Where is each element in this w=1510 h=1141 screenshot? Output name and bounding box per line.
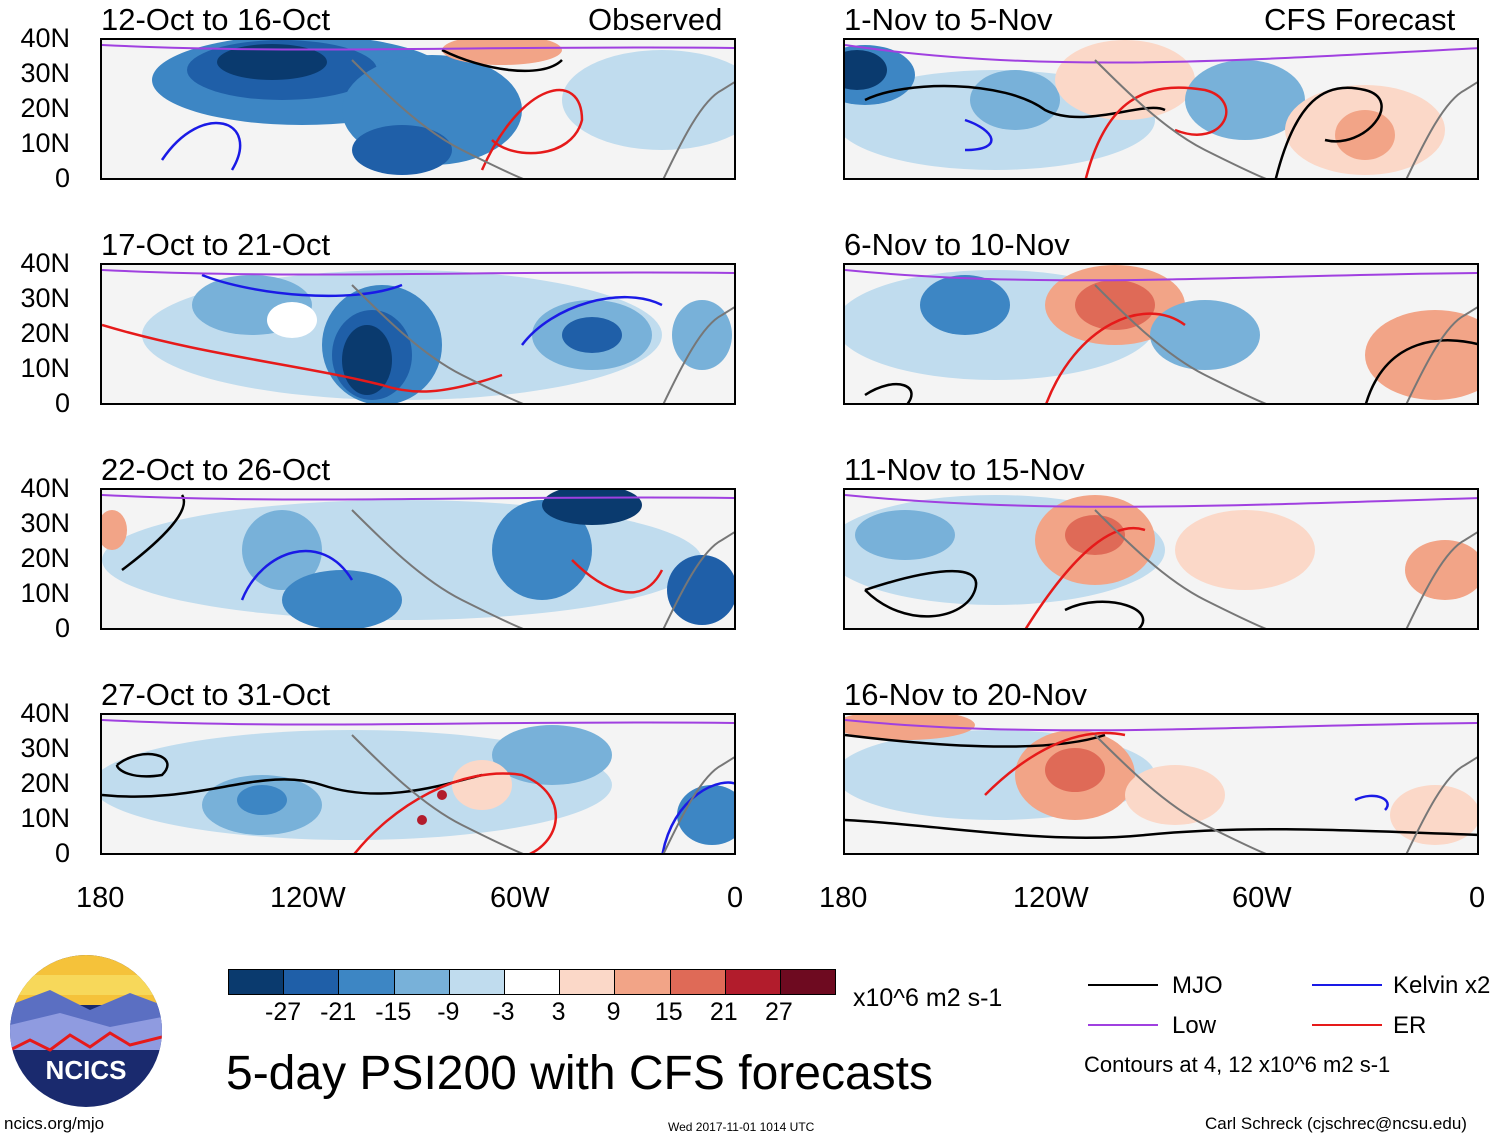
observed-header: Observed bbox=[588, 2, 723, 37]
colorbar-swatch bbox=[284, 970, 340, 994]
legend-kelvin-line bbox=[1312, 984, 1382, 986]
colorbar-label: 9 bbox=[606, 998, 621, 1026]
panel-title-obs-4: 27-Oct to 31-Oct bbox=[101, 677, 331, 712]
lat-label: 20N bbox=[20, 543, 70, 573]
colorbar-label: -15 bbox=[375, 998, 412, 1026]
lat-label: 30N bbox=[20, 508, 70, 538]
map-panel-fc-1 bbox=[843, 38, 1479, 180]
lat-label: 40N bbox=[20, 473, 70, 503]
logo-text: NCICS bbox=[45, 1055, 127, 1085]
panel-title-fc-3: 11-Nov to 15-Nov bbox=[844, 452, 1085, 487]
lon-label-60w-right: 60W bbox=[1232, 882, 1292, 914]
colorbar bbox=[228, 969, 836, 995]
map-panel-obs-2 bbox=[100, 263, 736, 405]
lat-label: 0 bbox=[54, 838, 70, 868]
map-panel-obs-4 bbox=[100, 713, 736, 855]
forecast-header: CFS Forecast bbox=[1264, 2, 1456, 37]
legend-mjo-label: MJO bbox=[1172, 972, 1223, 999]
lat-label: 10N bbox=[20, 803, 70, 833]
lat-label: 20N bbox=[20, 318, 70, 348]
colorbar-swatch bbox=[670, 970, 726, 994]
colorbar-label: -27 bbox=[265, 998, 302, 1026]
map-panel-fc-2 bbox=[843, 263, 1479, 405]
colorbar-label: -9 bbox=[437, 998, 460, 1026]
panel-title-fc-1: 1-Nov to 5-Nov bbox=[844, 2, 1053, 37]
legend-low-label: Low bbox=[1172, 1012, 1217, 1039]
main-title: 5-day PSI200 with CFS forecasts bbox=[226, 1047, 933, 1100]
lat-label: 10N bbox=[20, 578, 70, 608]
colorbar-swatch bbox=[560, 970, 616, 994]
lat-label: 40N bbox=[20, 23, 70, 53]
panel-title-fc-4: 16-Nov to 20-Nov bbox=[844, 677, 1087, 712]
colorbar-swatch bbox=[394, 970, 450, 994]
lon-label-120w-right: 120W bbox=[1013, 882, 1089, 914]
map-panel-obs-3 bbox=[100, 488, 736, 630]
lat-label: 10N bbox=[20, 128, 70, 158]
legend-mjo-line bbox=[1088, 984, 1158, 986]
lat-label: 30N bbox=[20, 283, 70, 313]
panel-title-obs-2: 17-Oct to 21-Oct bbox=[101, 227, 331, 262]
lat-label: 20N bbox=[20, 768, 70, 798]
lat-label: 40N bbox=[20, 698, 70, 728]
legend-low-line bbox=[1088, 1024, 1158, 1026]
lat-label: 10N bbox=[20, 353, 70, 383]
colorbar-swatch bbox=[504, 970, 561, 994]
map-panel-fc-4 bbox=[843, 713, 1479, 855]
contour-note: Contours at 4, 12 x10^6 m2 s-1 bbox=[1084, 1052, 1391, 1077]
colorbar-label: 3 bbox=[551, 998, 566, 1026]
lon-label-180-left: 180 bbox=[76, 882, 125, 914]
panel-title-fc-2: 6-Nov to 10-Nov bbox=[844, 227, 1070, 262]
footer-credit: Carl Schreck (cjschrec@ncsu.edu) bbox=[1205, 1114, 1467, 1133]
lon-label-60w-left: 60W bbox=[490, 882, 550, 914]
panel-title-obs-3: 22-Oct to 26-Oct bbox=[101, 452, 331, 487]
colorbar-swatch bbox=[725, 970, 781, 994]
lon-label-0-left: 0 bbox=[727, 882, 744, 914]
colorbar-label: 15 bbox=[654, 998, 683, 1026]
colorbar-swatch bbox=[229, 970, 285, 994]
colorbar-label: -3 bbox=[492, 998, 515, 1026]
lat-label: 0 bbox=[54, 613, 70, 643]
colorbar-label: 27 bbox=[765, 998, 793, 1026]
colorbar-swatch bbox=[449, 970, 505, 994]
legend-er-line bbox=[1312, 1024, 1382, 1026]
lat-label: 30N bbox=[20, 58, 70, 88]
legend-kelvin-label: Kelvin x2 bbox=[1393, 972, 1491, 999]
lon-label-180-right: 180 bbox=[819, 882, 868, 914]
colorbar-swatch bbox=[339, 970, 395, 994]
panel-title-obs-1: 12-Oct to 16-Oct bbox=[101, 2, 331, 37]
lat-label: 0 bbox=[54, 163, 70, 193]
lat-label: 40N bbox=[20, 248, 70, 278]
map-panel-obs-1 bbox=[100, 38, 736, 180]
ncics-logo: NCICS bbox=[10, 955, 162, 1107]
colorbar-label: 21 bbox=[709, 998, 738, 1026]
lon-label-0-right: 0 bbox=[1469, 882, 1486, 914]
legend-er-label: ER bbox=[1393, 1012, 1427, 1039]
footer-timestamp: Wed 2017-11-01 1014 UTC bbox=[668, 1120, 815, 1134]
colorbar-swatch bbox=[780, 970, 836, 994]
colorbar-label: -21 bbox=[320, 998, 357, 1026]
lat-label: 30N bbox=[20, 733, 70, 763]
colorbar-swatch bbox=[615, 970, 671, 994]
lat-label: 20N bbox=[20, 93, 70, 123]
lat-label: 0 bbox=[54, 388, 70, 418]
colorbar-units: x10^6 m2 s-1 bbox=[853, 984, 1003, 1012]
footer-url[interactable]: ncics.org/mjo bbox=[4, 1114, 105, 1133]
lon-label-120w-left: 120W bbox=[270, 882, 346, 914]
map-panel-fc-3 bbox=[843, 488, 1479, 630]
